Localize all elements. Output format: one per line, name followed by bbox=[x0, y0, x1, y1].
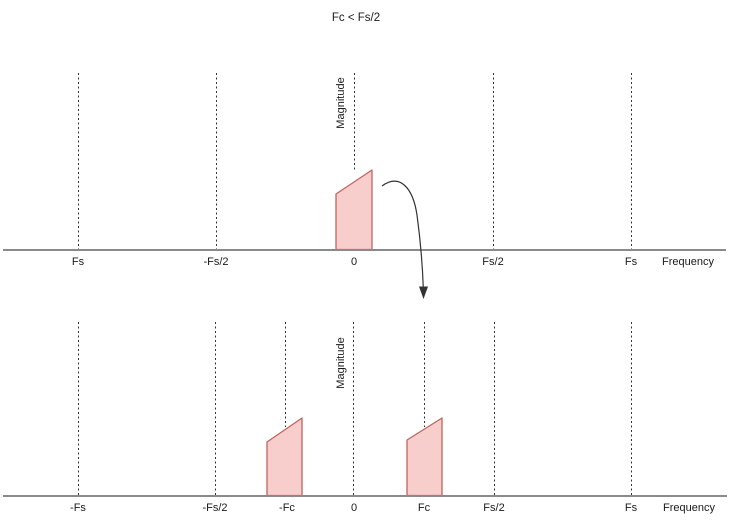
bottom-plot bbox=[3, 322, 727, 497]
diagram-title: Fc < Fs/2 bbox=[331, 12, 381, 24]
top-tick-label-zero: 0 bbox=[350, 256, 358, 268]
pos-fc-spectrum-shape bbox=[406, 417, 443, 497]
bottom-tick-label-zero: 0 bbox=[350, 502, 358, 514]
shift-curved-arrow bbox=[381, 180, 424, 289]
baseband-spectrum-shape bbox=[335, 169, 373, 251]
top-magnitude-axis-label: Magnitude bbox=[335, 77, 347, 129]
top-tick-label-fs-left: Fs bbox=[71, 256, 85, 268]
bottom-tick-label-fs2: Fs/2 bbox=[483, 502, 505, 514]
bottom-frequency-axis-label: Frequency bbox=[663, 502, 715, 514]
arrowhead-icon bbox=[419, 286, 428, 299]
neg-fc-spectrum-shape bbox=[266, 417, 303, 497]
bottom-tick-label-fs: Fs bbox=[624, 502, 638, 514]
bottom-magnitude-axis-label: Magnitude bbox=[335, 337, 347, 389]
bottom-tick-label-fc: Fc bbox=[417, 502, 431, 514]
top-frequency-axis-label: Frequency bbox=[662, 256, 714, 268]
top-tick-label-fs2: Fs/2 bbox=[482, 256, 504, 268]
top-plot bbox=[3, 73, 726, 299]
bottom-tick-label-neg-fs2: -Fs/2 bbox=[202, 502, 228, 514]
bottom-tick-label-neg-fc: -Fc bbox=[279, 502, 295, 514]
top-tick-label-neg-fs2: -Fs/2 bbox=[203, 256, 229, 268]
top-tick-label-fs-right: Fs bbox=[624, 256, 638, 268]
bottom-tick-label-neg-fs: -Fs bbox=[70, 502, 86, 514]
